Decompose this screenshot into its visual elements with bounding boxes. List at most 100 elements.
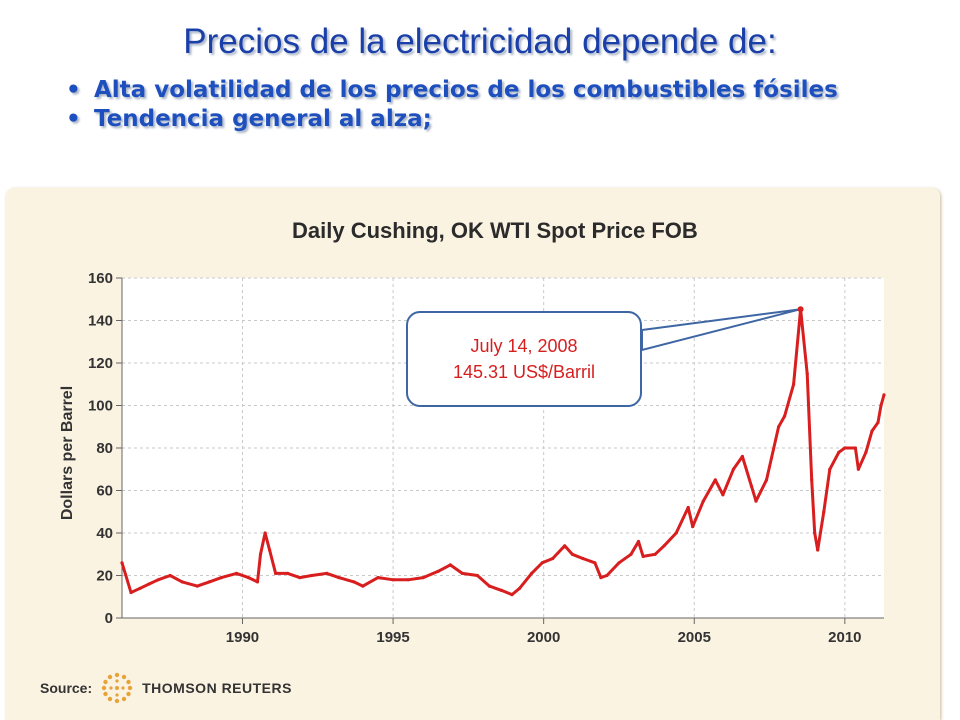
y-tick-label: 100	[88, 398, 113, 415]
price-point	[853, 446, 858, 450]
price-point	[653, 552, 657, 556]
price-point	[168, 573, 172, 578]
x-tick-label: 1990	[226, 629, 259, 646]
price-point	[754, 499, 758, 503]
price-point	[234, 571, 239, 575]
price-point	[686, 505, 690, 510]
y-tick-label: 160	[88, 270, 113, 287]
price-point	[691, 525, 695, 529]
price-point	[822, 510, 826, 514]
y-tick-label: 20	[96, 568, 113, 585]
chart-title: Daily Cushing, OK WTI Spot Price FOB	[292, 218, 698, 243]
price-point	[460, 571, 464, 575]
price-point	[740, 454, 745, 459]
bullet-text: Tendencia general al alza;	[94, 106, 432, 132]
price-point	[325, 571, 329, 575]
price-point	[268, 548, 272, 552]
peak-point	[797, 306, 804, 313]
callout-pointer	[641, 308, 801, 352]
price-point	[816, 548, 820, 552]
price-point	[764, 478, 769, 482]
price-point	[636, 539, 641, 544]
price-point	[837, 450, 841, 454]
price-point	[674, 531, 678, 535]
price-point	[629, 552, 633, 556]
x-tick-label: 2005	[678, 629, 711, 646]
price-point	[138, 586, 142, 590]
price-point	[882, 393, 886, 397]
price-point	[246, 576, 251, 580]
price-point	[530, 571, 534, 575]
price-point	[510, 593, 514, 597]
price-point	[120, 561, 124, 565]
price-point	[813, 531, 817, 535]
price-point	[864, 450, 868, 454]
price-point	[406, 578, 410, 582]
price-point	[605, 573, 609, 578]
y-tick-label: 60	[96, 483, 113, 500]
price-point	[876, 420, 880, 425]
price-point	[593, 561, 597, 565]
price-point	[298, 576, 302, 580]
price-point	[721, 493, 725, 497]
price-chart: Daily Cushing, OK WTI Spot Price FOB 0 20…	[59, 218, 886, 646]
price-point	[617, 561, 621, 565]
source-name: THOMSON REUTERS	[142, 680, 292, 696]
y-tick-label: 140	[88, 313, 113, 330]
thomson-reuters-logo-icon	[101, 672, 133, 704]
price-point	[147, 582, 151, 586]
y-axis-label: Dollars per Barrel	[59, 386, 76, 520]
price-point	[310, 573, 314, 578]
bullet-item: • Tendencia general al alza;	[62, 107, 922, 132]
price-point	[805, 372, 809, 376]
price-point	[487, 584, 491, 588]
price-point	[352, 580, 356, 584]
y-tick-label: 80	[96, 440, 113, 457]
price-point	[180, 580, 184, 584]
price-point	[749, 484, 754, 488]
y-tick-label: 120	[88, 355, 113, 372]
price-point	[662, 544, 666, 548]
price-point	[870, 429, 874, 433]
price-point	[448, 563, 452, 567]
price-point	[376, 576, 380, 580]
price-point	[701, 499, 705, 503]
price-point	[499, 588, 504, 592]
price-point	[156, 578, 160, 582]
y-tick-label: 0	[105, 610, 113, 627]
price-point	[207, 580, 211, 584]
price-point	[581, 556, 585, 561]
price-point	[599, 576, 603, 580]
price-point	[263, 531, 267, 535]
price-point	[563, 544, 567, 548]
price-point	[570, 552, 574, 556]
price-point	[337, 576, 341, 580]
price-point	[286, 571, 290, 575]
price-point	[792, 382, 796, 386]
slide-title: Precios de la electricidad depende de:	[183, 22, 777, 61]
price-point	[713, 478, 717, 482]
bullet-dot-icon: •	[66, 77, 81, 103]
x-tick-label: 2000	[527, 629, 560, 646]
price-point	[777, 425, 781, 429]
bullet-list: • Alta volatilidad de los precios de los…	[62, 78, 922, 136]
price-point	[843, 446, 847, 450]
x-tick-label: 2010	[828, 629, 861, 646]
price-point	[219, 576, 223, 580]
price-point	[436, 569, 440, 573]
y-tick-label: 40	[96, 525, 113, 542]
peak-callout: July 14, 2008 145.31 US$/Barril	[406, 311, 642, 407]
x-tick-label: 1995	[376, 629, 409, 646]
price-point	[641, 554, 645, 558]
price-point	[879, 403, 883, 408]
price-point	[129, 590, 133, 595]
price-point	[731, 467, 736, 471]
chart-frame: Daily Cushing, OK WTI Spot Price FOB 0 20…	[6, 188, 940, 720]
callout-date: July 14, 2008	[470, 336, 578, 356]
bullet-dot-icon: •	[66, 106, 81, 132]
price-point	[475, 573, 479, 578]
price-point	[274, 571, 278, 575]
price-point	[783, 414, 787, 418]
price-point	[258, 552, 263, 556]
price-point	[551, 556, 555, 561]
